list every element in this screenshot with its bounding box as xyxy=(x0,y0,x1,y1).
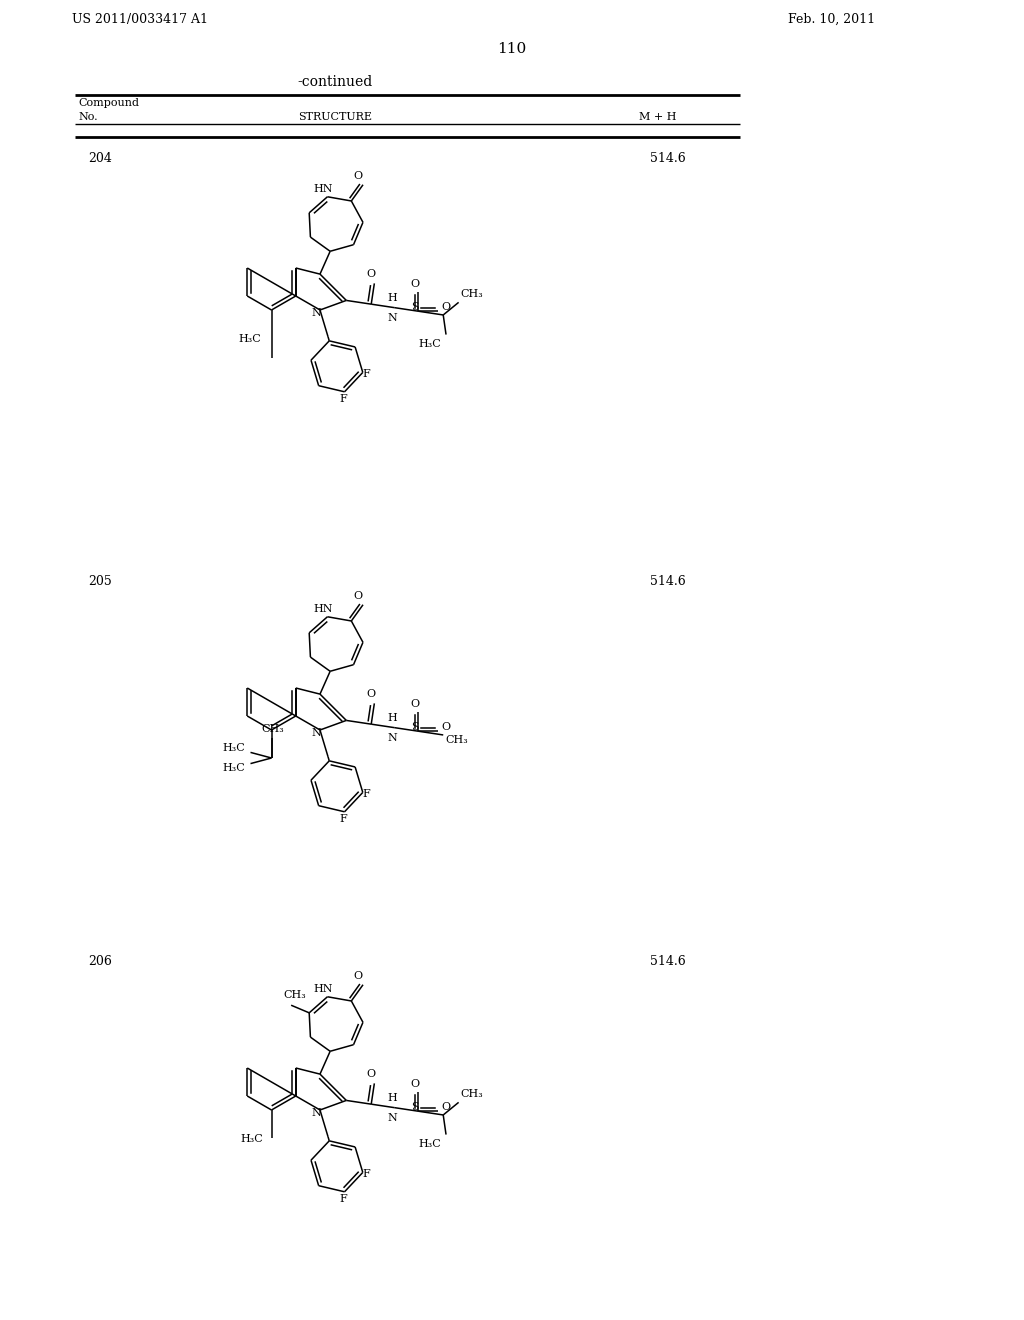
Text: STRUCTURE: STRUCTURE xyxy=(298,112,372,121)
Text: O: O xyxy=(411,279,420,289)
Text: N: N xyxy=(311,729,321,738)
Text: O: O xyxy=(441,302,450,313)
Text: N: N xyxy=(388,1113,397,1123)
Text: CH₃: CH₃ xyxy=(284,990,306,1001)
Text: S: S xyxy=(412,1102,419,1113)
Text: H₃C: H₃C xyxy=(241,1134,263,1144)
Text: O: O xyxy=(353,170,362,181)
Text: H: H xyxy=(388,1093,397,1102)
Text: 110: 110 xyxy=(498,42,526,55)
Text: F: F xyxy=(339,814,347,825)
Text: 514.6: 514.6 xyxy=(650,152,686,165)
Text: H₃C: H₃C xyxy=(223,743,246,754)
Text: 205: 205 xyxy=(88,576,112,587)
Text: H₃C: H₃C xyxy=(239,334,261,345)
Text: O: O xyxy=(367,1069,376,1080)
Text: O: O xyxy=(411,1078,420,1089)
Text: Compound: Compound xyxy=(78,98,139,108)
Text: O: O xyxy=(353,970,362,981)
Text: M + H: M + H xyxy=(639,112,677,121)
Text: S: S xyxy=(412,722,419,733)
Text: O: O xyxy=(441,1102,450,1113)
Text: H₃C: H₃C xyxy=(418,338,441,348)
Text: F: F xyxy=(362,1170,371,1179)
Text: US 2011/0033417 A1: US 2011/0033417 A1 xyxy=(72,13,208,26)
Text: O: O xyxy=(441,722,450,733)
Text: F: F xyxy=(362,370,371,379)
Text: H: H xyxy=(388,293,397,302)
Text: CH₃: CH₃ xyxy=(445,735,468,744)
Text: HN: HN xyxy=(313,603,333,614)
Text: F: F xyxy=(339,395,347,404)
Text: 204: 204 xyxy=(88,152,112,165)
Text: H₃C: H₃C xyxy=(223,763,246,772)
Text: N: N xyxy=(311,308,321,318)
Text: CH₃: CH₃ xyxy=(261,725,285,734)
Text: O: O xyxy=(353,591,362,601)
Text: -continued: -continued xyxy=(297,75,373,88)
Text: N: N xyxy=(388,313,397,322)
Text: F: F xyxy=(362,789,371,800)
Text: S: S xyxy=(412,302,419,313)
Text: 514.6: 514.6 xyxy=(650,954,686,968)
Text: H₃C: H₃C xyxy=(418,1139,441,1148)
Text: O: O xyxy=(367,269,376,280)
Text: 206: 206 xyxy=(88,954,112,968)
Text: HN: HN xyxy=(313,183,333,194)
Text: N: N xyxy=(388,733,397,743)
Text: N: N xyxy=(311,1107,321,1118)
Text: H: H xyxy=(388,713,397,722)
Text: HN: HN xyxy=(313,983,333,994)
Text: F: F xyxy=(339,1195,347,1204)
Text: CH₃: CH₃ xyxy=(461,1089,483,1100)
Text: O: O xyxy=(411,698,420,709)
Text: CH₃: CH₃ xyxy=(461,289,483,300)
Text: O: O xyxy=(367,689,376,700)
Text: No.: No. xyxy=(78,112,97,121)
Text: 514.6: 514.6 xyxy=(650,576,686,587)
Text: Feb. 10, 2011: Feb. 10, 2011 xyxy=(788,13,876,26)
